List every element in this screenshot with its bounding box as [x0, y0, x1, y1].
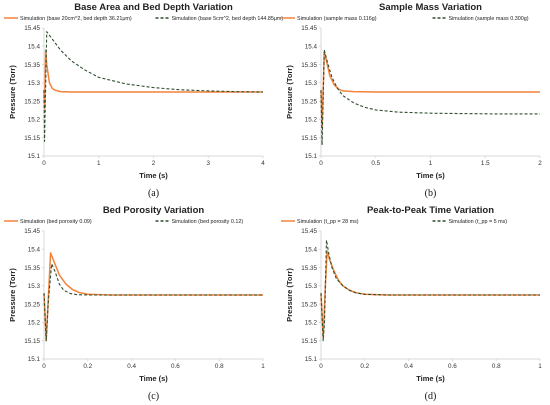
legend: Simulation (base 20cm^2, bed depth 36.21…: [4, 16, 283, 22]
x-tick-label: 2: [152, 160, 156, 167]
y-axis-label: Pressure (Torr): [285, 268, 294, 322]
panel-a: Base Area and Bed Depth Variation Simulat…: [4, 2, 283, 199]
series-line-0: [320, 250, 540, 338]
y-tick-label: 15.1: [305, 356, 318, 363]
y-tick-label: 15.15: [24, 135, 40, 142]
series-line-1: [320, 239, 540, 342]
y-tick-label: 15.2: [305, 117, 318, 124]
x-tick-label: 1: [261, 363, 265, 370]
series-line-0: [43, 49, 263, 110]
y-tick-label: 15.3: [28, 80, 41, 87]
y-tick-label: 15.25: [301, 301, 317, 308]
y-tick-label: 15.35: [24, 265, 40, 272]
y-tick-label: 15.15: [301, 135, 317, 142]
legend: Simulation (t_pp = 28 ms) Simulation (t_p…: [281, 219, 507, 225]
x-tick-label: 0: [42, 363, 46, 370]
chart-title: Peak-to-Peak Time Variation: [367, 205, 494, 216]
x-tick-label: 0.8: [215, 363, 224, 370]
y-tick-label: 15.1: [28, 153, 41, 160]
y-tick-label: 15.15: [24, 338, 40, 345]
y-tick-label: 15.45: [301, 228, 317, 235]
y-tick-label: 15.2: [28, 117, 41, 124]
y-tick-label: 15.2: [305, 320, 318, 327]
y-axis-label: Pressure (Torr): [8, 268, 17, 322]
y-tick-label: 15.25: [24, 301, 40, 308]
panel-caption: (a): [148, 188, 159, 199]
x-tick-label: 0.2: [360, 363, 369, 370]
y-tick-label: 15.45: [301, 25, 317, 32]
x-tick-label: 0: [319, 160, 323, 167]
y-tick-label: 15.1: [28, 356, 41, 363]
legend-label-0: Simulation (t_pp = 28 ms): [297, 219, 359, 225]
y-axis-label: Pressure (Torr): [8, 65, 17, 119]
x-tick-label: 0: [42, 160, 46, 167]
y-tick-label: 15.35: [301, 62, 317, 69]
x-tick-label: 1: [538, 363, 542, 370]
legend-label-1: Simulation (t_pp = 5 ms): [449, 219, 508, 225]
x-tick-label: 0.5: [371, 160, 380, 167]
legend: Simulation (sample mass 0.116g) Simulatio…: [281, 16, 529, 22]
x-tick-label: 0.4: [127, 363, 136, 370]
panel-caption: (c): [148, 391, 159, 402]
x-tick-label: 0.6: [171, 363, 180, 370]
x-tick-label: 0: [319, 363, 323, 370]
chart-title: Sample Mass Variation: [379, 2, 482, 13]
y-tick-label: 15.2: [28, 320, 41, 327]
legend-label-0: Simulation (base 20cm^2, bed depth 36.21…: [20, 16, 132, 22]
y-axis-label: Pressure (Torr): [285, 65, 294, 119]
y-tick-label: 15.45: [24, 228, 40, 235]
y-tick-label: 15.25: [301, 98, 317, 105]
panel-caption: (b): [425, 188, 437, 199]
y-tick-label: 15.35: [301, 265, 317, 272]
legend-label-1: Simulation (base 5cm^2, bed depth 144.85…: [172, 16, 284, 22]
series-line-1: [320, 49, 540, 146]
y-tick-label: 15.4: [28, 246, 41, 253]
y-tick-label: 15.25: [24, 98, 40, 105]
panel-c: Bed Porosity Variation Simulation (bed po…: [4, 205, 265, 402]
x-tick-label: 3: [206, 160, 210, 167]
series-line-0: [43, 252, 263, 342]
series-line-1: [43, 31, 264, 142]
panel-caption: (d): [425, 391, 437, 402]
x-axis-label: Time (s): [139, 374, 168, 383]
y-tick-label: 15.3: [28, 283, 41, 290]
y-tick-label: 15.4: [305, 246, 318, 253]
series-line-1: [43, 263, 263, 342]
x-tick-label: 1: [97, 160, 101, 167]
x-axis-label: Time (s): [139, 171, 168, 180]
x-tick-label: 0.2: [83, 363, 92, 370]
series-line-0: [320, 51, 540, 128]
y-tick-label: 15.4: [305, 43, 318, 50]
y-tick-label: 15.35: [24, 62, 40, 69]
legend-label-1: Simulation (sample mass 0.300g): [449, 16, 529, 22]
x-tick-label: 0.6: [448, 363, 457, 370]
x-tick-label: 0.8: [492, 363, 501, 370]
y-tick-label: 15.3: [305, 283, 318, 290]
x-axis-label: Time (s): [416, 171, 445, 180]
legend-label-0: Simulation (bed porosity 0.09): [20, 219, 92, 225]
legend-label-1: Simulation (bed porosity 0.12): [172, 219, 244, 225]
panel-d: Peak-to-Peak Time Variation Simulation (t…: [281, 205, 542, 402]
x-tick-label: 4: [261, 160, 265, 167]
y-tick-label: 15.4: [28, 43, 41, 50]
x-axis-label: Time (s): [416, 374, 445, 383]
legend-label-0: Simulation (sample mass 0.116g): [297, 16, 377, 22]
y-tick-label: 15.1: [305, 153, 318, 160]
x-tick-label: 2: [538, 160, 542, 167]
legend: Simulation (bed porosity 0.09) Simulation…: [4, 219, 243, 225]
y-tick-label: 15.45: [24, 25, 40, 32]
x-tick-label: 0.4: [404, 363, 413, 370]
chart-title: Base Area and Bed Depth Variation: [74, 2, 233, 13]
chart-title: Bed Porosity Variation: [103, 205, 205, 216]
x-tick-label: 1: [429, 160, 433, 167]
y-tick-label: 15.3: [305, 80, 318, 87]
y-tick-label: 15.15: [301, 338, 317, 345]
x-tick-label: 1.5: [481, 160, 490, 167]
